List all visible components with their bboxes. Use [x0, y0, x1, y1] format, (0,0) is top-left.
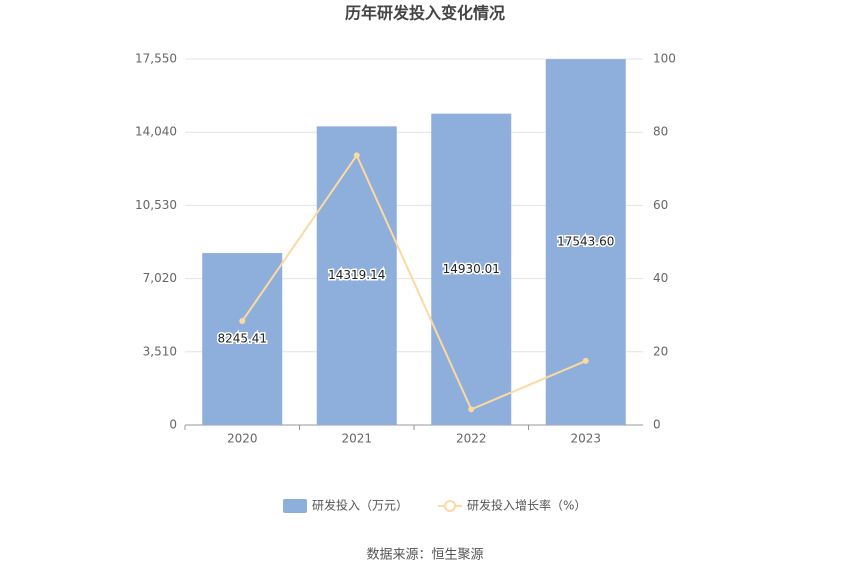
- y2-tick-label: 80: [653, 125, 668, 139]
- value-label: 14930.01: [443, 262, 500, 276]
- line-point: [582, 357, 589, 364]
- value-label: 8245.41: [217, 332, 267, 346]
- x-tick-label: 2022: [456, 432, 487, 446]
- x-tick-label: 2023: [570, 432, 601, 446]
- bar: [545, 59, 626, 425]
- x-tick-label: 2020: [227, 432, 258, 446]
- value-label: 14319.14: [328, 268, 385, 282]
- y-tick-label: 7,020: [143, 271, 177, 285]
- legend-swatch: [444, 500, 457, 512]
- source: 数据来源：恒生聚源: [366, 548, 483, 563]
- line-point: [353, 152, 360, 159]
- line-point: [239, 318, 246, 325]
- y2-tick-label: 100: [653, 52, 676, 66]
- bar: [316, 126, 397, 426]
- chart-title: 历年研发投入变化情况: [345, 4, 505, 23]
- x-tick-label: 2021: [341, 432, 372, 446]
- y2-tick-label: 20: [653, 344, 668, 358]
- y2-tick-label: 60: [653, 198, 668, 212]
- y-tick-label: 17,550: [135, 52, 177, 66]
- y2-tick-label: 40: [653, 271, 668, 285]
- legend-label: 研发投入（万元）: [312, 498, 408, 513]
- bar: [431, 113, 512, 426]
- value-label: 17543.60: [557, 235, 614, 249]
- y-tick-label: 10,530: [135, 198, 177, 212]
- y-tick-label: 3,510: [143, 344, 177, 358]
- y2-tick-label: 0: [653, 418, 661, 432]
- y-tick-label: 0: [169, 418, 177, 432]
- line-point: [468, 406, 475, 413]
- line: [241, 153, 587, 411]
- y-tick-label: 14,040: [135, 125, 177, 139]
- legend-swatch: [283, 499, 307, 513]
- legend-label: 研发投入增长率（%）: [467, 498, 586, 513]
